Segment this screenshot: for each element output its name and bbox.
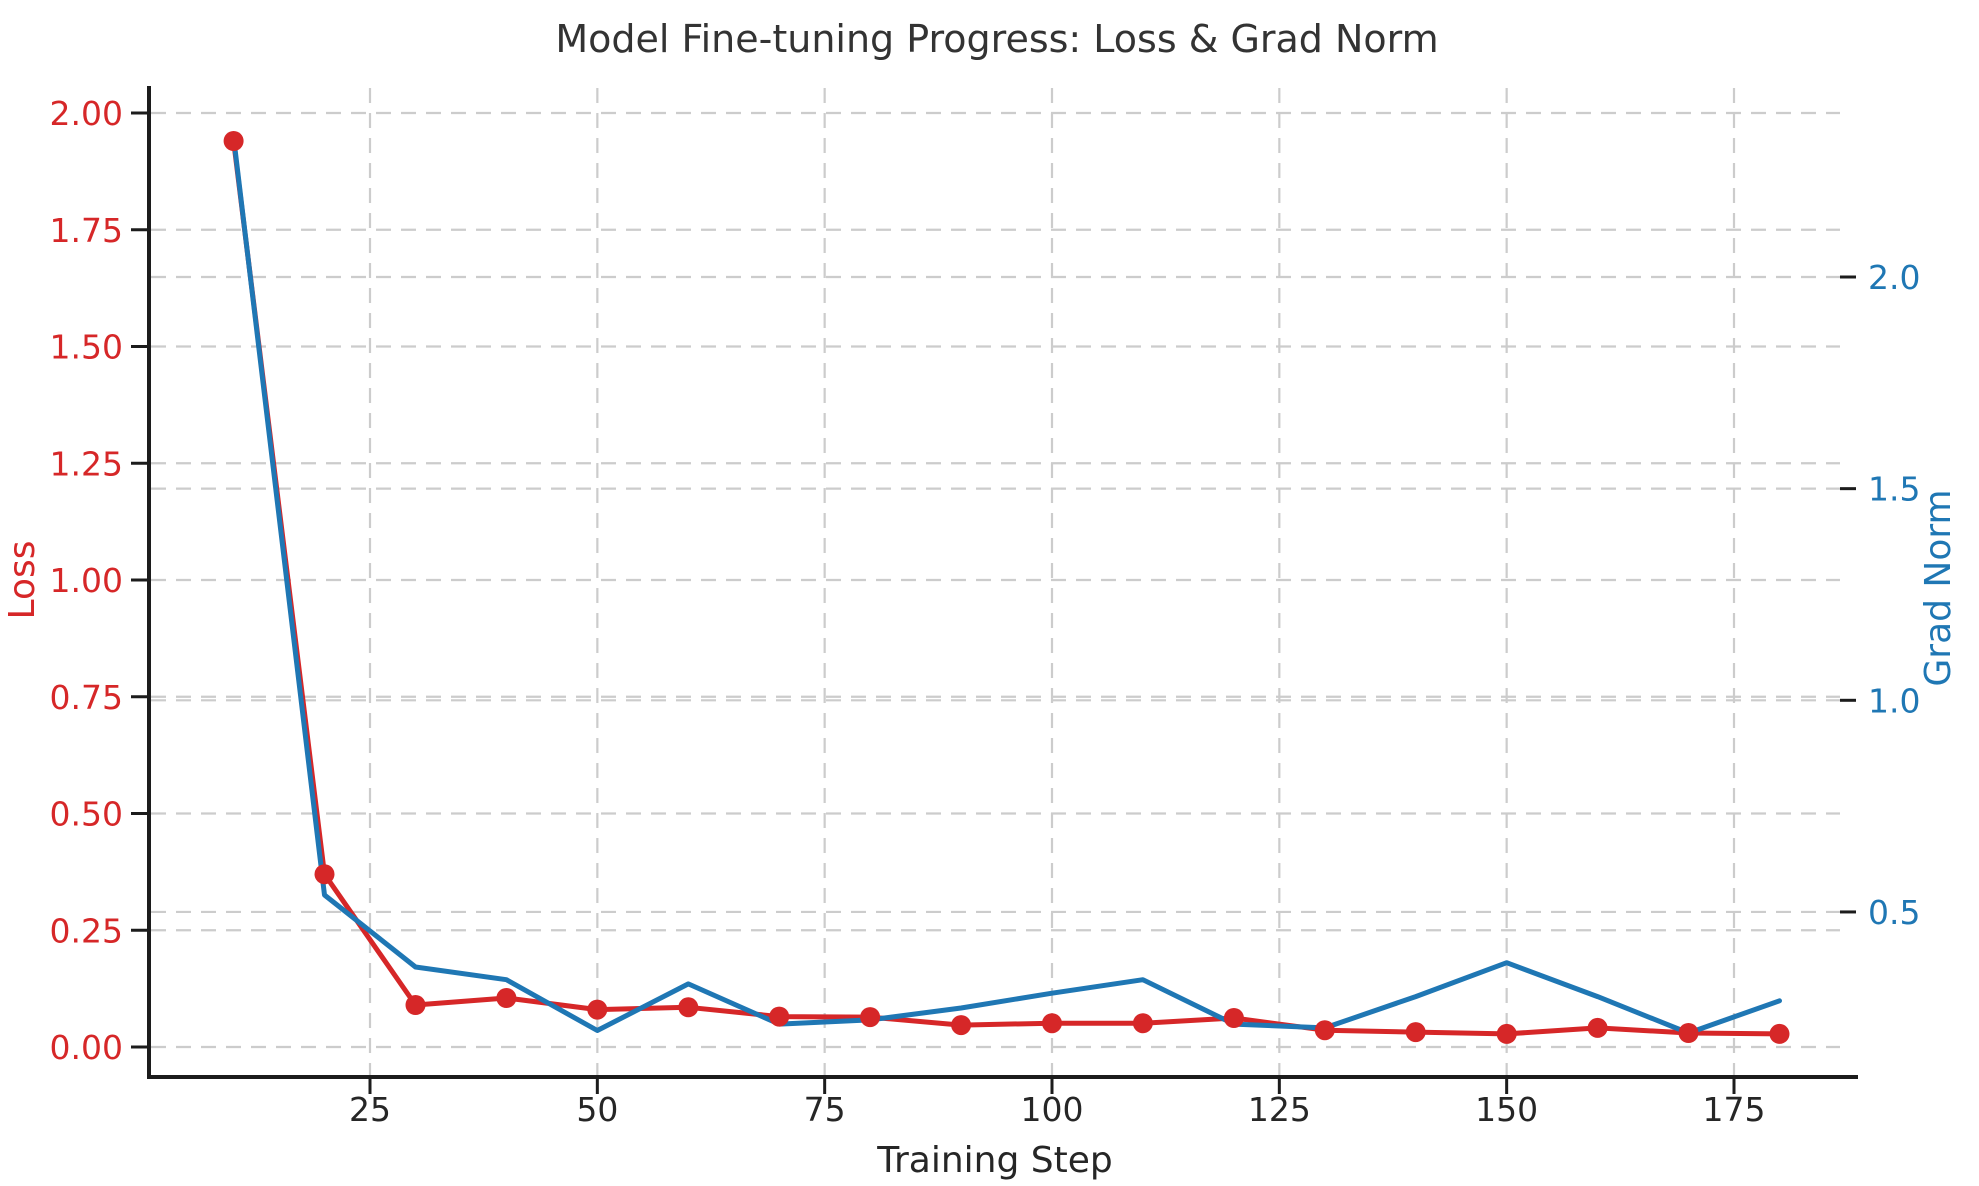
right-y-axis-label: Grad Norm [1918,489,1959,686]
left-tick-label: 1.75 [50,211,123,250]
loss-marker [1587,1017,1608,1038]
x-axis-label: Training Step [876,1140,1112,1181]
left-tick-label: 0.75 [50,678,123,717]
loss-marker [1314,1020,1335,1041]
x-tick-label: 50 [576,1090,618,1129]
left-tick-label: 0.00 [50,1028,123,1067]
loss-marker [1769,1023,1790,1044]
chart-title: Model Fine-tuning Progress: Loss & Grad … [555,17,1438,61]
left-tick-label: 0.50 [50,795,123,834]
loss-marker [1405,1022,1426,1043]
loss-marker [1496,1023,1517,1044]
loss-marker [223,131,244,151]
right-tick-label: 1.0 [1868,681,1920,720]
loss-marker [587,999,608,1020]
loss-marker [1132,1013,1153,1034]
gridlines [151,88,1840,1075]
left-tick-label: 1.00 [50,561,123,600]
loss-marker [1678,1023,1699,1043]
grad-norm-line [231,134,1782,1036]
left-tick-label: 1.50 [50,328,123,367]
x-tick-label: 175 [1702,1090,1765,1129]
loss-marker [405,995,426,1015]
loss-marker [769,1006,790,1027]
x-tick-label: 100 [1020,1090,1083,1129]
x-tick-label: 75 [804,1090,846,1129]
right-tick-label: 2.0 [1868,258,1920,297]
axes [131,86,1858,1094]
left-y-axis-label: Loss [2,541,43,620]
left-tick-label: 1.25 [50,444,123,483]
loss-marker [951,1015,972,1036]
tick-labels: 0.00 0.25 0.50 0.75 1.00 1.25 1.50 1.75 2.00 0.5 1… [50,94,1921,1129]
loss-marker [496,988,517,1008]
data-series [223,131,1790,1044]
x-tick-label: 25 [349,1090,391,1129]
right-tick-label: 1.5 [1868,470,1920,509]
loss-marker [678,997,699,1018]
loss-marker [1042,1013,1062,1034]
x-tick-label: 150 [1475,1090,1538,1129]
loss-marker [314,864,335,885]
loss-line [231,138,1782,1037]
loss-marker [860,1007,881,1028]
x-tick-label: 125 [1248,1090,1311,1129]
left-tick-label: 0.25 [50,911,123,950]
loss-marker [1223,1008,1244,1028]
left-tick-label: 2.00 [50,94,123,133]
right-tick-label: 0.5 [1868,893,1920,932]
